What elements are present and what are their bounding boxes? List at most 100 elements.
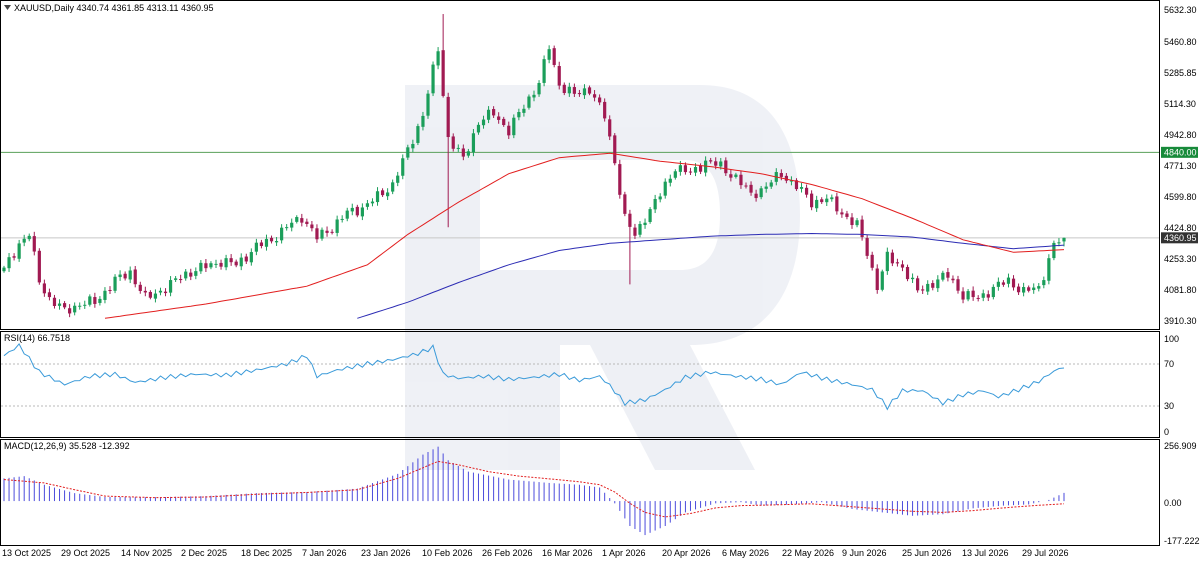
candle-body [184,271,188,279]
candle-body [916,278,920,291]
candle-body [158,290,163,293]
candle-body [794,180,799,190]
triangle-down-icon[interactable] [4,5,11,10]
candle-body [148,291,152,298]
chart-header[interactable]: XAUUSD,Daily 4340.74 4361.85 4313.11 436… [4,3,213,13]
candle-body [118,274,122,278]
candle-body [1047,258,1051,281]
candle-body [835,196,839,212]
candle-body [547,49,551,60]
candle-body [739,174,743,186]
candle-body [1016,286,1021,293]
candle-body [199,262,203,272]
candle-body [98,298,102,303]
candle-body [481,119,486,126]
candle-body [1011,278,1016,288]
candle-body [623,194,627,214]
candle-body [951,278,955,281]
candle-body [991,286,995,298]
candle-body [653,199,657,210]
date-tick: 9 Jun 2026 [842,548,887,558]
price-tick: 5285.85 [1164,68,1197,78]
date-tick: 16 Mar 2026 [542,548,593,558]
candle-body [103,290,107,300]
price-tick: 4424.80 [1164,223,1197,233]
candle-body [269,237,274,242]
candle-body [244,256,248,262]
candle-body [224,258,228,268]
candle-body [825,198,829,203]
candle-body [941,272,945,280]
candle-body [355,206,359,216]
candle-body [668,178,672,183]
date-tick: 13 Jul 2026 [962,548,1009,558]
macd-series [3,446,1065,536]
macd-tick: 256.909 [1164,441,1197,451]
price-axis: 5632.30 5460.80 5285.85 5114.30 4942.80 … [1164,5,1197,326]
candle-body [143,290,147,293]
candle-body [497,116,501,120]
candle-body [638,223,642,235]
candle-body [32,236,36,252]
candle-body [719,161,723,167]
candle-body [936,279,940,289]
candle-body [345,210,349,219]
macd-axis: 256.909 0.00 -177.222 [1164,441,1200,546]
rsi-tick: 70 [1164,359,1174,369]
date-tick: 14 Nov 2025 [121,548,172,558]
candle-body [380,190,385,196]
candle-body [502,118,506,126]
candle-body [779,173,783,177]
candle-body [663,181,667,196]
candle-body [810,193,814,208]
candle-body [264,238,269,247]
date-tick: 20 Apr 2026 [662,548,711,558]
date-tick: 6 May 2026 [722,548,769,558]
price-tick: 4771.30 [1164,161,1197,171]
candle-body [976,297,980,299]
candle-body [789,180,794,182]
date-tick: 1 Apr 2026 [602,548,646,558]
candle-body [436,51,440,66]
candle-body [2,267,6,272]
candle-body [981,293,985,298]
candle-body [290,222,294,228]
price-series [2,14,1066,319]
candle-body [37,250,41,283]
candle-body [895,262,900,264]
candle-body [42,283,46,294]
level-price-label: 4840.00 [1161,146,1198,158]
candle-body [189,272,193,277]
candle-body [815,199,819,209]
candle-body [386,192,390,197]
candle-body [592,94,597,98]
candle-body [421,115,425,127]
candle-body [734,174,738,177]
price-tick: 5114.30 [1164,99,1196,109]
candle-body [1001,282,1006,285]
candle-body [396,175,400,183]
candle-body [214,263,218,265]
candle-body [931,283,935,288]
candle-body [88,296,92,305]
price-tick: 4599.80 [1164,192,1197,202]
candle-body [17,243,21,259]
candle-body [870,254,874,268]
candle-body [744,185,748,187]
candle-body [219,262,223,267]
date-tick: 29 Oct 2025 [61,548,110,558]
candle-body [229,258,233,263]
candle-body [527,96,531,108]
candle-body [476,124,481,133]
date-tick: 25 Jun 2026 [902,548,952,558]
candle-body [305,221,309,225]
candle-body [749,184,753,193]
candle-body [648,209,652,222]
candle-body [875,268,879,291]
candle-body [113,276,117,291]
candle-body [360,207,364,217]
candle-body [542,59,546,83]
rsi-tick: 100 [1164,334,1179,344]
